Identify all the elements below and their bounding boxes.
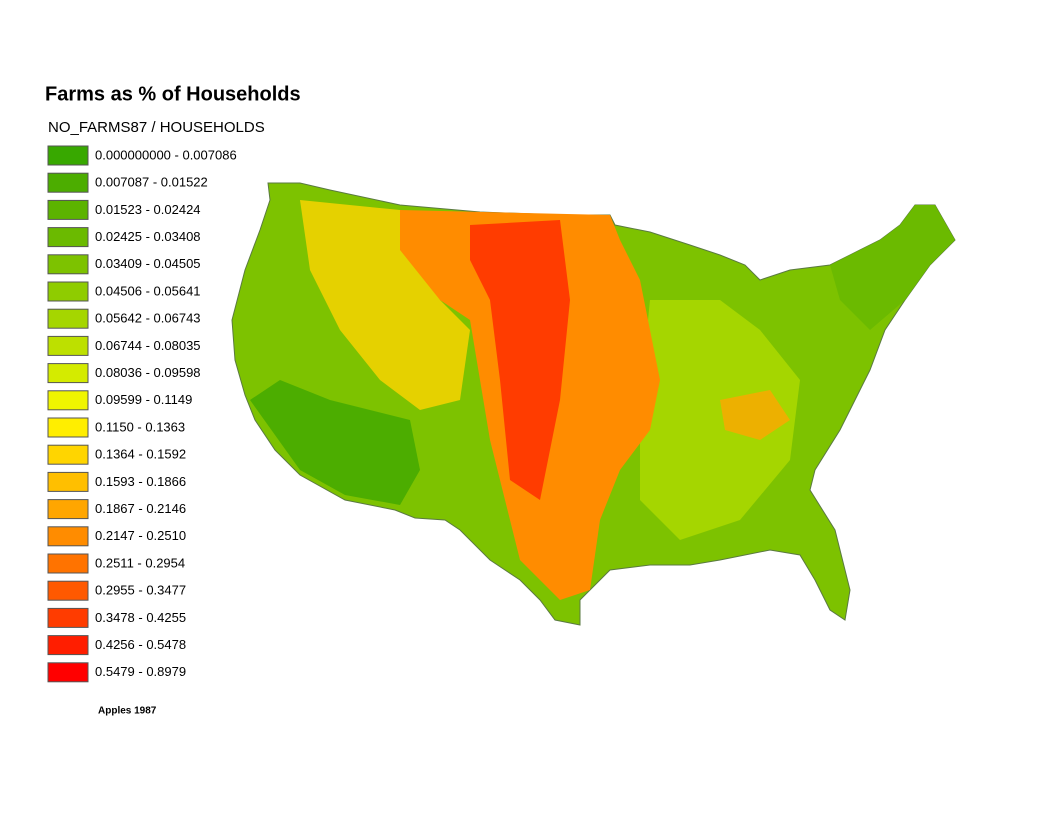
- legend-swatch: [47, 335, 89, 356]
- legend-swatch: [47, 499, 89, 520]
- legend-swatch: [47, 145, 89, 166]
- legend-label: 0.2147 - 0.2510: [95, 528, 186, 543]
- footnote: Apples 1987: [98, 706, 157, 717]
- northeast-region: [830, 205, 955, 330]
- legend-label: 0.09599 - 0.1149: [95, 392, 192, 407]
- legend-label: 0.3478 - 0.4255: [95, 610, 186, 625]
- legend-swatch: [47, 281, 89, 302]
- legend-swatch: [47, 227, 89, 248]
- legend-label: 0.08036 - 0.09598: [95, 365, 201, 380]
- legend-swatch: [47, 471, 89, 492]
- legend-swatch: [47, 635, 89, 656]
- legend-swatch: [47, 526, 89, 547]
- legend-swatch: [47, 662, 89, 683]
- us-map: [231, 182, 956, 626]
- legend-swatch: [47, 580, 89, 601]
- legend-label: 0.06744 - 0.08035: [95, 338, 201, 353]
- legend-swatch: [47, 417, 89, 438]
- legend-label: 0.4256 - 0.5478: [95, 637, 186, 652]
- legend-label: 0.1867 - 0.2146: [95, 501, 186, 516]
- legend-swatch: [47, 363, 89, 384]
- legend-swatch: [47, 390, 89, 411]
- legend-swatch: [47, 607, 89, 628]
- plains-core-region: [470, 220, 570, 500]
- legend-label: 0.007087 - 0.01522: [95, 175, 208, 190]
- southwest-region: [250, 380, 420, 505]
- legend-label: 0.1150 - 0.1363: [95, 419, 185, 434]
- legend-swatch: [47, 172, 89, 193]
- legend-label: 0.01523 - 0.02424: [95, 202, 201, 217]
- kentucky-region: [720, 390, 790, 440]
- legend-label: 0.2955 - 0.3477: [95, 583, 186, 598]
- legend-swatch: [47, 444, 89, 465]
- legend-label: 0.1364 - 0.1592: [95, 447, 186, 462]
- legend-field: NO_FARMS87 / HOUSEHOLDS: [48, 119, 265, 136]
- legend-label: 0.5479 - 0.8979: [95, 664, 186, 679]
- legend-label: 0.1593 - 0.1866: [95, 474, 186, 489]
- legend-label: 0.02425 - 0.03408: [95, 229, 201, 244]
- map-title: Farms as % of Households: [45, 83, 301, 105]
- legend-label: 0.04506 - 0.05641: [95, 283, 201, 298]
- legend-label: 0.000000000 - 0.007086: [95, 147, 237, 162]
- legend-swatch: [47, 308, 89, 329]
- west-yellow-region: [300, 200, 470, 410]
- east-region: [640, 300, 800, 540]
- legend: 0.000000000 - 0.007086 0.007087 - 0.01522…: [47, 145, 237, 683]
- legend-label: 0.2511 - 0.2954: [95, 555, 185, 570]
- legend-label: 0.03409 - 0.04505: [95, 256, 201, 271]
- legend-swatch: [47, 199, 89, 220]
- legend-swatch: [47, 553, 89, 574]
- legend-swatch: [47, 254, 89, 275]
- legend-label: 0.05642 - 0.06743: [95, 311, 201, 326]
